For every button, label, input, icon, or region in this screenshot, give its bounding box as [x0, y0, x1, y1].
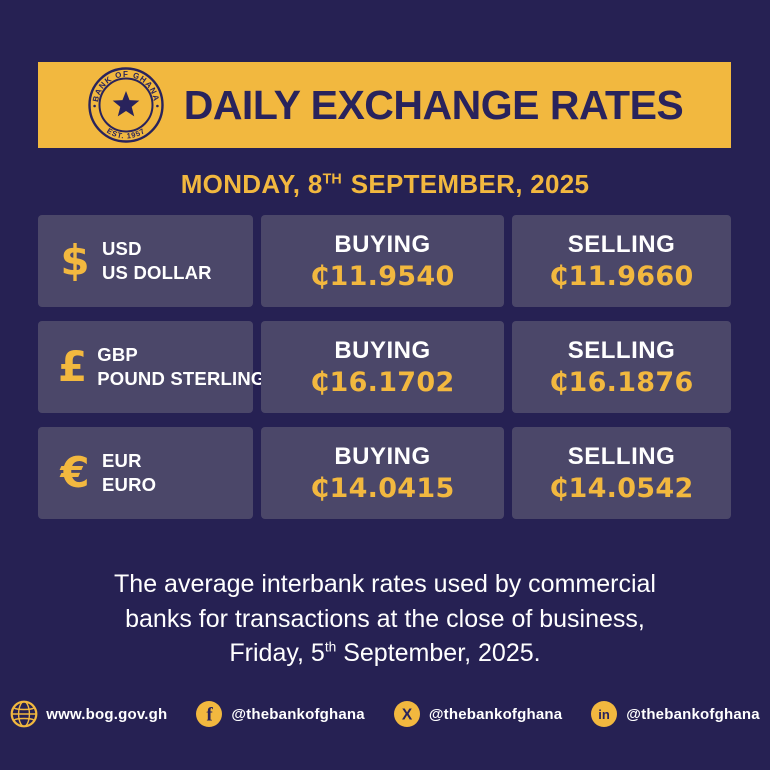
currency-name: US DOLLAR: [102, 262, 212, 283]
svg-text:f: f: [207, 705, 214, 726]
svg-text:EST. 1957: EST. 1957: [105, 126, 147, 140]
date-ordinal: TH: [322, 171, 342, 188]
buying-rate: ₵16.1702: [310, 366, 455, 398]
selling-rate: ₵14.0542: [549, 472, 694, 504]
buying-label: BUYING: [334, 230, 431, 258]
website-url: www.bog.gov.gh: [46, 705, 168, 723]
buying-rate: ₵11.9540: [310, 260, 455, 292]
x-icon: X: [393, 700, 421, 728]
footnote-line3: Friday, 5th September, 2025.: [229, 639, 541, 667]
svg-text:X: X: [402, 707, 413, 724]
linkedin-link[interactable]: in @thebankofghana: [590, 700, 760, 728]
buying-label: BUYING: [334, 336, 431, 364]
date-post: SEPTEMBER, 2025: [350, 169, 590, 199]
table-row-eur: € EUR EURO BUYING ₵14.0415 SELLING ₵14.0…: [38, 427, 731, 519]
date-line: MONDAY, 8TH SEPTEMBER, 2025: [0, 169, 770, 200]
currency-cell-usd: $ USD US DOLLAR: [38, 215, 253, 307]
footnote: The average interbank rates used by comm…: [0, 567, 770, 671]
currency-name: POUND STERLING: [97, 368, 266, 389]
date-pre: MONDAY, 8: [180, 169, 323, 199]
rates-table: $ USD US DOLLAR BUYING ₵11.9540 SELLING …: [38, 215, 731, 519]
selling-cell-eur: SELLING ₵14.0542: [512, 427, 731, 519]
social-bar: www.bog.gov.gh f @thebankofghana X @theb…: [0, 700, 770, 728]
linkedin-handle: @thebankofghana: [626, 705, 760, 723]
selling-label: SELLING: [567, 336, 676, 364]
svg-text:in: in: [599, 707, 611, 722]
linkedin-icon: in: [590, 700, 618, 728]
selling-cell-usd: SELLING ₵11.9660: [512, 215, 731, 307]
bank-of-ghana-logo-icon: BANK OF GHANA EST. 1957: [86, 65, 166, 145]
selling-rate: ₵11.9660: [549, 260, 694, 292]
globe-icon: [10, 700, 38, 728]
currency-cell-eur: € EUR EURO: [38, 427, 253, 519]
currency-name: EURO: [102, 474, 157, 495]
buying-label: BUYING: [334, 442, 431, 470]
euro-icon: €: [60, 448, 90, 497]
pound-icon: £: [58, 342, 88, 391]
footnote-line2: banks for transactions at the close of b…: [125, 604, 645, 633]
footnote-line1: The average interbank rates used by comm…: [114, 570, 656, 598]
x-link[interactable]: X @thebankofghana: [393, 700, 562, 728]
x-handle: @thebankofghana: [428, 705, 563, 723]
header-band: BANK OF GHANA EST. 1957 DAILY EXCHANGE R…: [38, 62, 731, 148]
website-link[interactable]: www.bog.gov.gh: [10, 700, 167, 728]
buying-cell-gbp: BUYING ₵16.1702: [261, 321, 504, 413]
buying-rate: ₵14.0415: [310, 472, 455, 504]
logo-bottom-text: EST. 1957: [105, 126, 146, 140]
facebook-link[interactable]: f @thebankofghana: [195, 700, 365, 728]
currency-code: EUR: [102, 449, 142, 471]
page-title: DAILY EXCHANGE RATES: [183, 81, 684, 128]
dollar-icon: $: [60, 236, 90, 285]
table-row-gbp: £ GBP POUND STERLING BUYING ₵16.1702 SEL…: [38, 321, 731, 413]
buying-cell-usd: BUYING ₵11.9540: [261, 215, 504, 307]
facebook-handle: @thebankofghana: [231, 705, 365, 723]
selling-cell-gbp: SELLING ₵16.1876: [512, 321, 731, 413]
currency-code: GBP: [97, 343, 138, 365]
table-row-usd: $ USD US DOLLAR BUYING ₵11.9540 SELLING …: [38, 215, 731, 307]
currency-cell-gbp: £ GBP POUND STERLING: [38, 321, 265, 413]
buying-cell-eur: BUYING ₵14.0415: [261, 427, 504, 519]
selling-label: SELLING: [567, 230, 676, 258]
selling-label: SELLING: [567, 442, 676, 470]
currency-code: USD: [102, 237, 142, 259]
facebook-icon: f: [195, 700, 223, 728]
selling-rate: ₵16.1876: [549, 366, 694, 398]
